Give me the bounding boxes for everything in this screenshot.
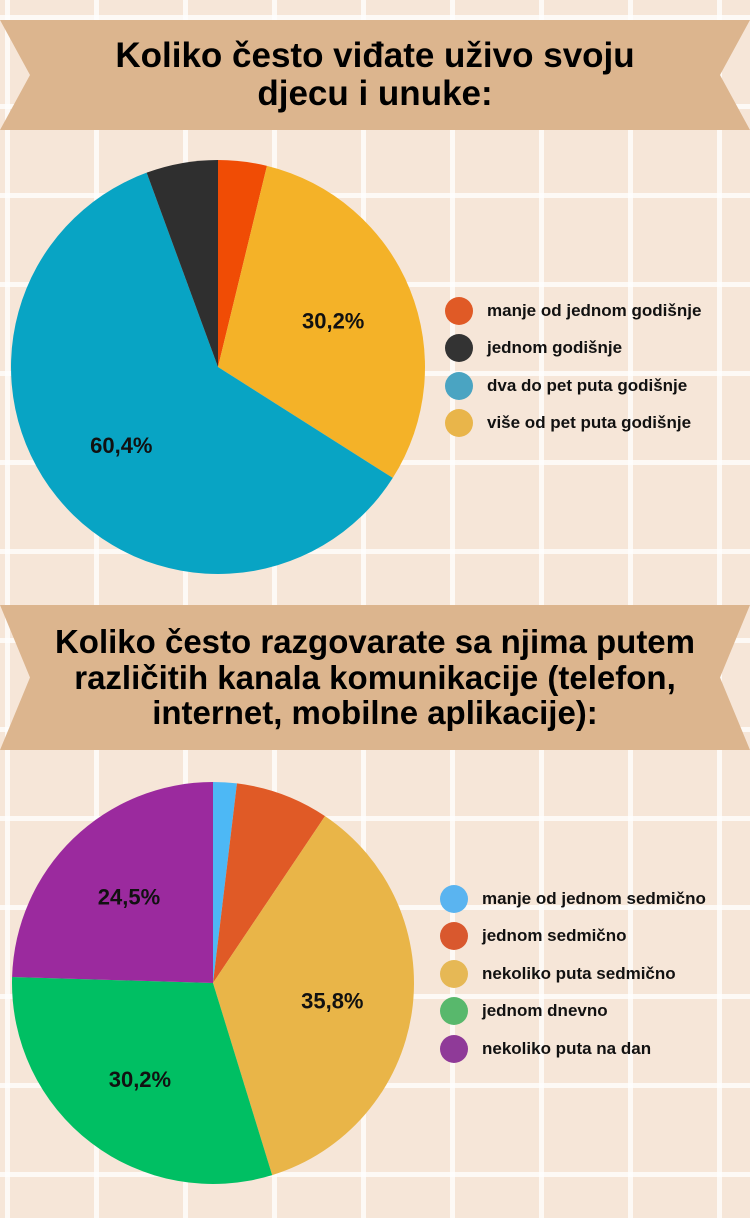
chart2-data-label-2: 35,8% — [301, 989, 363, 1014]
legend-swatch — [440, 922, 468, 951]
chart2-title-banner: Koliko često razgovarate sa njima putem … — [0, 605, 750, 750]
legend-label: nekoliko puta na dan — [482, 1038, 652, 1058]
legend-label: jednom dnevno — [482, 1001, 608, 1021]
chart1-legend: manje od jednom godišnje jednom godišnje d… — [445, 292, 701, 442]
chart2-slice-2 — [213, 816, 414, 1176]
chart1-slice-0 — [218, 160, 267, 367]
chart1-data-label-2: 60,4% — [90, 433, 152, 458]
chart2-slice-0 — [213, 782, 237, 983]
legend-swatch — [445, 296, 473, 325]
legend-swatch — [440, 884, 468, 913]
legend-label: manje od jednom godišnje — [487, 300, 702, 320]
chart1-slice-2 — [10, 172, 393, 575]
legend-item: više od pet puta godišnje — [445, 405, 701, 443]
legend-label: dva do pet puta godišnje — [487, 375, 688, 395]
chart2-data-label-4: 24,5% — [98, 884, 160, 909]
legend-item: jednom godišnje — [445, 330, 701, 368]
legend-swatch — [440, 1034, 468, 1063]
chart2-slice-3 — [12, 976, 273, 1184]
legend-swatch — [440, 959, 468, 988]
legend-item: manje od jednom godišnje — [445, 292, 701, 330]
chart2-legend: manje od jednom sedmično jednom sedmično n… — [440, 880, 706, 1068]
chart1-slice-3 — [218, 165, 425, 478]
legend-swatch — [445, 371, 473, 400]
legend-item: nekoliko puta sedmično — [440, 955, 706, 993]
legend-item: nekoliko puta na dan — [440, 1030, 706, 1068]
legend-label: manje od jednom sedmično — [482, 888, 706, 908]
legend-swatch — [445, 334, 473, 363]
legend-item: manje od jednom sedmično — [440, 880, 706, 918]
legend-label: jednom godišnje — [487, 338, 623, 358]
legend-item: jednom dnevno — [440, 993, 706, 1031]
legend-label: nekoliko puta sedmično — [482, 963, 676, 983]
legend-swatch — [445, 409, 473, 438]
chart1-data-label-3: 30,2% — [302, 309, 364, 334]
chart2-title: Koliko često razgovarate sa njima putem … — [54, 623, 696, 732]
chart1-slice-1 — [146, 160, 218, 367]
chart1-title: Koliko često viđate uživo svoju djecu i … — [115, 36, 635, 113]
chart1-title-banner: Koliko često viđate uživo svoju djecu i … — [0, 20, 750, 130]
legend-swatch — [440, 997, 468, 1026]
chart2-slice-1 — [213, 783, 326, 983]
legend-item: dva do pet puta godišnje — [445, 367, 701, 405]
legend-label: više od pet puta godišnje — [487, 413, 692, 433]
chart2-data-label-3: 30,2% — [109, 1067, 171, 1092]
legend-label: jednom sedmično — [482, 926, 627, 946]
legend-item: jednom sedmično — [440, 918, 706, 956]
chart2-slice-4 — [12, 782, 213, 983]
